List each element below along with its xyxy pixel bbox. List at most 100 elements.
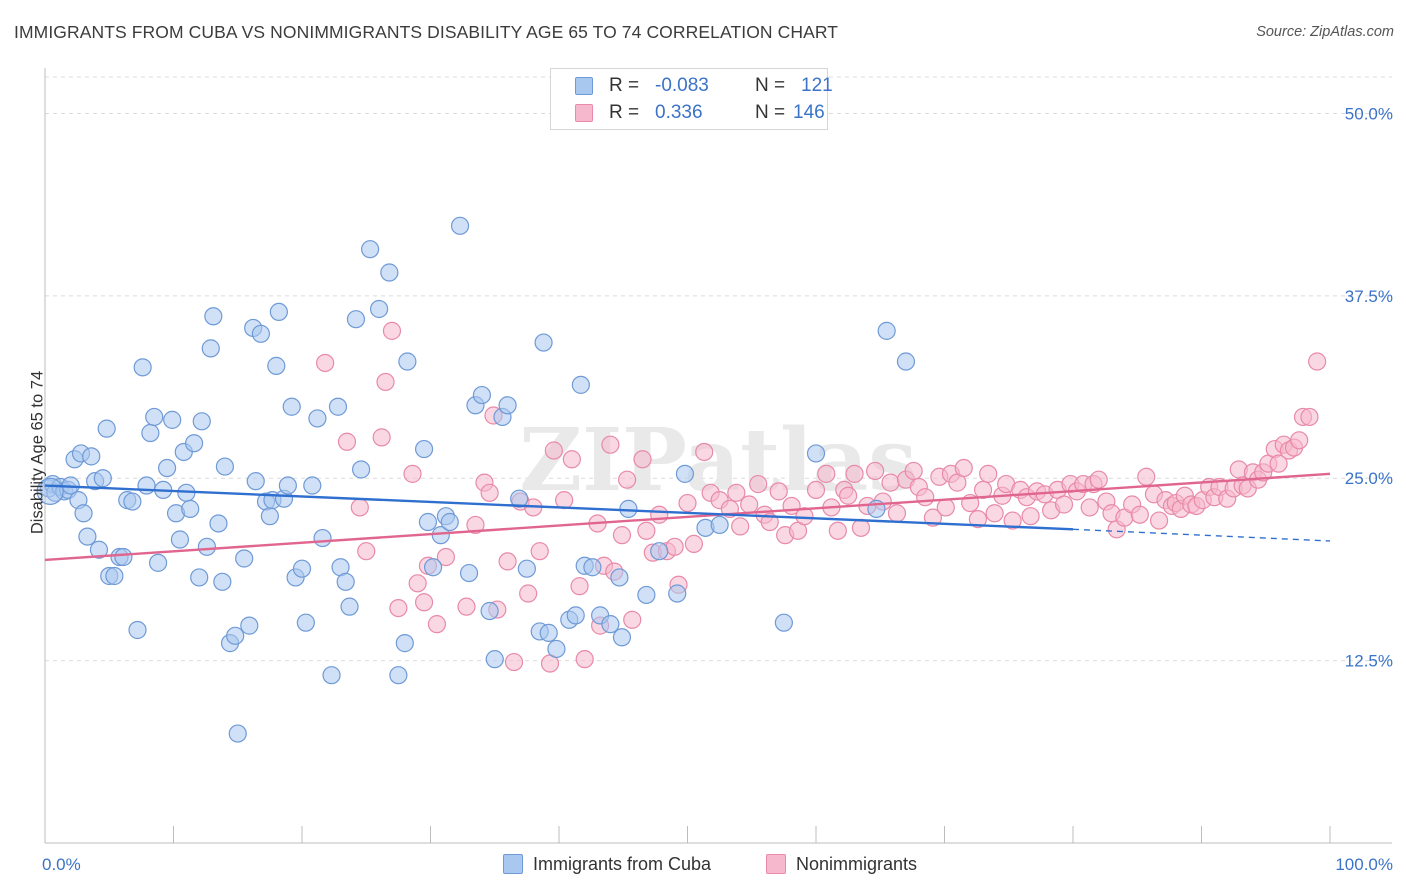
cuba-point	[148, 553, 168, 572]
nonimmigrants-point	[637, 521, 656, 540]
legend-r-label: R =	[609, 75, 640, 96]
nonimmigrants-point	[904, 461, 923, 481]
legend-r-value: 0.336	[655, 102, 703, 123]
cuba-point	[292, 559, 312, 578]
nonimmigrants-point	[1021, 507, 1040, 526]
nonimmigrants-point	[1290, 431, 1309, 450]
nonimmigrants-point	[828, 521, 847, 540]
nonimmigrants-point	[695, 442, 714, 462]
cuba-point	[313, 528, 332, 548]
cuba-point	[710, 515, 729, 535]
nonimmigrants-point	[731, 517, 750, 536]
cuba-point	[74, 504, 93, 523]
cuba-point	[181, 499, 200, 518]
cuba-point	[539, 623, 558, 642]
nonimmigrants-point	[665, 537, 684, 556]
nonimmigrants-point	[544, 441, 563, 460]
cuba-point	[303, 476, 322, 495]
nonimmigrants-point	[968, 509, 988, 529]
cuba-point	[610, 568, 629, 587]
cuba-point	[204, 307, 223, 326]
cuba-point	[389, 666, 408, 685]
cuba-point	[619, 499, 638, 518]
axes	[44, 68, 1392, 844]
nonimmigrants-point	[727, 483, 746, 502]
bottom-legend-label: Immigrants from Cuba	[533, 853, 712, 874]
cuba-point	[282, 397, 301, 416]
nonimmigrants-point	[916, 488, 935, 507]
nonimmigrants-point	[414, 593, 434, 612]
cuba-point	[340, 597, 359, 616]
cuba-point	[380, 263, 399, 282]
cuba-point	[398, 352, 417, 371]
cuba-point	[571, 375, 590, 394]
nonimmigrants-points	[316, 321, 1327, 673]
nonimmigrants-point	[408, 574, 427, 593]
cuba-point	[228, 724, 247, 743]
cuba-point	[278, 476, 297, 495]
nonimmigrants-point	[684, 534, 704, 553]
cuba-point	[192, 412, 211, 431]
nonimmigrants-point	[985, 504, 1004, 523]
cuba-point	[534, 333, 553, 352]
source-label: Source: ZipAtlas.com	[1256, 24, 1394, 40]
cuba-point	[806, 444, 826, 463]
nonimmigrants-point	[839, 486, 858, 505]
cuba-point	[296, 613, 315, 632]
cuba-point	[163, 410, 182, 429]
y-tick-label: 37.5%	[1345, 287, 1393, 306]
cuba-point	[197, 537, 217, 556]
nonimmigrants-point	[1149, 511, 1169, 530]
bottom-legend-swatch-blue	[503, 854, 523, 874]
cuba-point	[267, 356, 286, 375]
cuba-point	[346, 310, 366, 329]
nonimmigrants-point	[740, 495, 759, 514]
nonimmigrants-point	[851, 518, 871, 537]
cuba-point	[215, 457, 234, 476]
cuba-point	[145, 407, 164, 427]
cuba-point	[201, 339, 220, 358]
cuba-point	[235, 549, 254, 568]
cuba-point	[97, 419, 116, 438]
cuba-point	[414, 439, 434, 459]
nonimmigrants-point	[979, 464, 998, 483]
nonimmigrants-point	[973, 480, 993, 500]
x-tick-label: 100.0%	[1335, 855, 1393, 874]
bottom-legend-nonimmigrants: Nonimmigrants	[766, 851, 917, 877]
nonimmigrants-point	[887, 504, 907, 523]
nonimmigrants-point	[427, 615, 447, 634]
nonimmigrants-point	[337, 432, 357, 451]
cuba-point	[668, 584, 687, 603]
y-tick-label: 50.0%	[1345, 104, 1393, 123]
nonimmigrants-point	[612, 526, 632, 545]
cuba-point	[78, 527, 97, 546]
nonimmigrants-point	[866, 461, 885, 481]
nonimmigrants-point	[817, 464, 836, 483]
nonimmigrants-point	[466, 515, 485, 535]
nonimmigrants-point	[457, 597, 476, 616]
cuba-point	[114, 547, 133, 567]
cuba-point	[190, 568, 209, 587]
cuba-point	[877, 321, 896, 340]
chart-title: IMMIGRANTS FROM CUBA VS NONIMMIGRANTS DI…	[14, 22, 839, 42]
cuba-point	[137, 476, 156, 495]
nonimmigrants-point	[316, 353, 335, 373]
bottom-legend-cuba: Immigrants from Cuba	[503, 851, 711, 877]
cuba-point	[246, 472, 265, 491]
nonimmigrants-point	[954, 458, 973, 478]
nonimmigrants-trend-line	[44, 472, 1331, 562]
bottom-legend-label: Nonimmigrants	[796, 853, 918, 874]
cuba-trend-extension	[1072, 528, 1331, 542]
legend-swatch-pink	[575, 104, 593, 122]
nonimmigrants-point	[555, 491, 574, 510]
nonimmigrants-point	[519, 584, 538, 603]
cuba-point	[418, 512, 438, 532]
legend-r-value: -0.083	[655, 75, 709, 96]
legend-r-label: R =	[609, 102, 640, 123]
nonimmigrants-point	[1137, 467, 1156, 486]
nonimmigrants-point	[1308, 352, 1327, 371]
cuba-point	[170, 530, 190, 549]
cuba-point	[566, 606, 585, 625]
nonimmigrants-point	[436, 547, 456, 567]
trend-lines	[44, 472, 1331, 562]
